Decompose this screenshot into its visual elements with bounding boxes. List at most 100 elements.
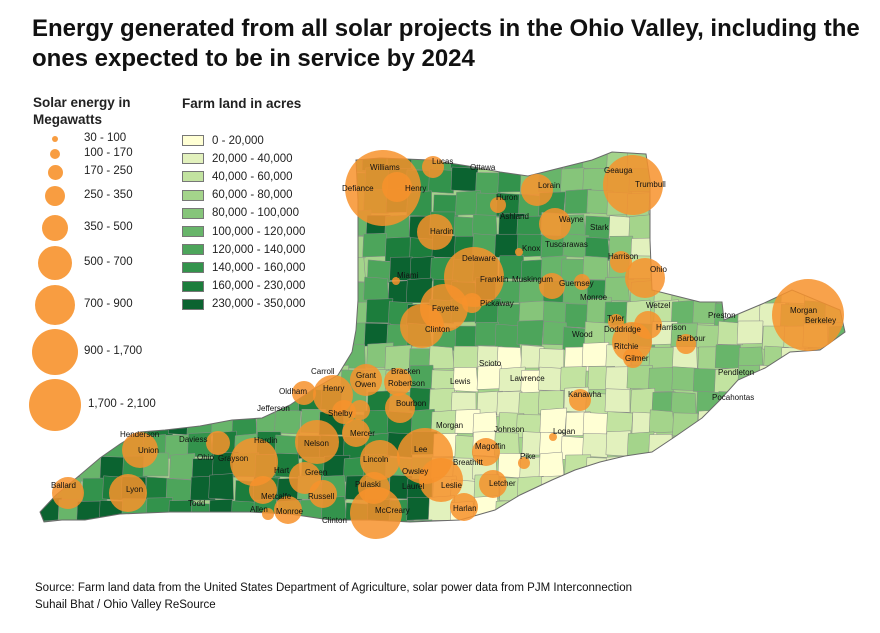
county-shape [362, 232, 388, 258]
county-shape [213, 194, 240, 218]
county-shape [211, 152, 238, 171]
farmland-legend-label: 120,000 - 140,000 [212, 243, 306, 256]
county-label: Tuscarawas [545, 240, 588, 249]
county-shape [695, 257, 721, 282]
county-shape [77, 524, 102, 548]
county-shape [40, 391, 64, 417]
county-shape [55, 299, 82, 325]
county-shape [719, 212, 747, 238]
county-label: Harrison [656, 323, 686, 332]
county-shape [277, 524, 303, 547]
county-label: Lyon [126, 485, 143, 494]
county-shape [124, 385, 150, 413]
county-label: Robertson [388, 379, 425, 388]
county-shape [101, 152, 127, 174]
solar-bubble [490, 197, 506, 213]
solar-bubble [539, 208, 571, 240]
county-label: Morgan [790, 306, 817, 315]
solar-legend-label: 250 - 350 [84, 189, 133, 201]
county-shape [168, 255, 196, 280]
county-shape [40, 211, 62, 237]
county-shape [784, 435, 811, 460]
county-shape [631, 476, 658, 500]
county-shape [103, 253, 130, 280]
county-shape [648, 367, 675, 392]
map-title: Energy generated from all solar projects… [32, 15, 860, 72]
county-shape [101, 391, 127, 416]
county-shape [168, 301, 196, 327]
county-shape [785, 170, 811, 196]
county-shape [40, 455, 63, 481]
county-shape [277, 168, 303, 195]
county-shape [121, 167, 148, 193]
county-shape [741, 523, 766, 547]
county-shape [803, 348, 831, 372]
county-shape [257, 521, 283, 522]
solar-bubble [419, 458, 463, 502]
county-shape [323, 322, 350, 347]
county-shape [648, 346, 676, 371]
county-shape [827, 413, 845, 439]
county-label: Logan [553, 427, 575, 436]
solar-bubble [479, 470, 507, 498]
county-label: Williams [370, 163, 400, 172]
solar-bubble [400, 304, 444, 348]
county-shape [581, 342, 610, 367]
county-shape [516, 475, 544, 502]
county-shape [564, 188, 592, 214]
county-label: Grant [356, 371, 377, 380]
solar-legend-circle [50, 149, 60, 159]
county-shape [255, 256, 282, 281]
county-shape [167, 525, 192, 549]
county-shape [297, 519, 324, 522]
county-shape [53, 348, 80, 372]
county-shape [125, 275, 152, 301]
farmland-swatch [182, 298, 204, 310]
county-shape [801, 391, 828, 416]
county-shape [76, 255, 102, 282]
county-shape [231, 213, 257, 238]
farmland-legend-label: 40,000 - 60,000 [212, 170, 293, 183]
county-label: Berkeley [805, 316, 836, 325]
county-shape [125, 368, 153, 396]
county-shape [58, 409, 85, 433]
county-label: Gilmer [625, 354, 649, 363]
solar-legend-label: 30 - 100 [84, 132, 127, 144]
county-shape [606, 477, 632, 502]
farmland-swatch [182, 280, 204, 292]
county-label: Union [138, 446, 159, 455]
county-shape [257, 152, 283, 172]
county-label: Russell [308, 492, 334, 501]
county-shape [145, 497, 173, 522]
county-shape [828, 343, 845, 368]
county-shape [519, 152, 546, 170]
county-shape [692, 497, 719, 522]
county-shape [252, 346, 279, 371]
county-label: Franklin [480, 275, 508, 284]
farmland-legend-item: 160,000 - 230,000 [182, 280, 305, 293]
county-shape [670, 391, 697, 416]
county-shape [694, 152, 721, 169]
county-shape [736, 498, 764, 522]
county-shape [254, 280, 281, 304]
solar-bubble [309, 480, 337, 508]
county-shape [319, 521, 345, 522]
county-shape [75, 323, 102, 349]
solar-bubble [623, 348, 643, 368]
solar-bubble [295, 420, 339, 464]
county-shape [605, 499, 633, 522]
farmland-swatch [182, 207, 204, 219]
county-label: Ottawa [470, 163, 496, 172]
solar-legend-circle [45, 186, 65, 206]
county-shape [144, 392, 172, 418]
county-shape [452, 367, 479, 393]
county-shape [630, 520, 657, 522]
county-shape [169, 453, 196, 481]
county-shape [737, 214, 763, 239]
county-shape [670, 452, 697, 478]
county-shape [605, 366, 631, 391]
county-shape [736, 455, 762, 482]
solar-bubble [634, 311, 662, 339]
county-shape [758, 234, 785, 259]
